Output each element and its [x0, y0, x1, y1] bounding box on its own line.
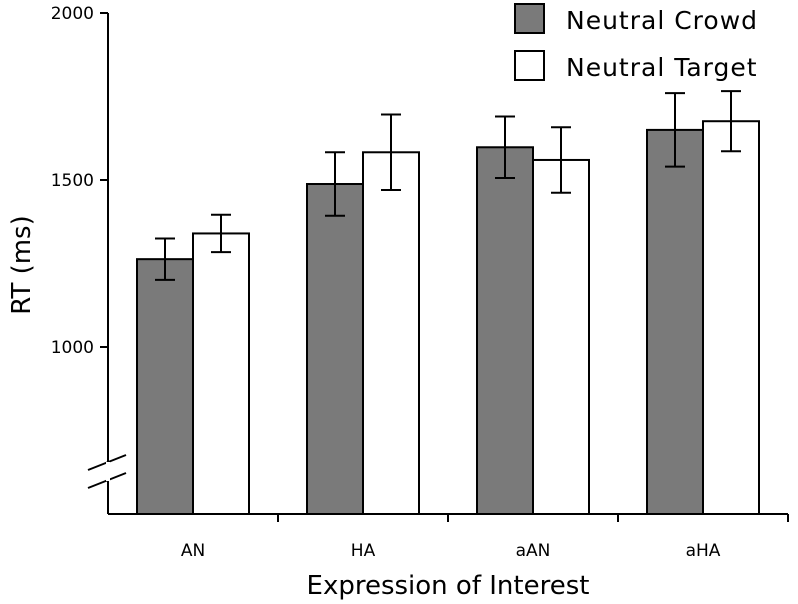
error-bar-aAN-series-0 [495, 115, 515, 179]
y-ticks: 1000 1500 2000 [51, 4, 108, 358]
legend-swatch-neutral-target [514, 50, 545, 81]
error-bar-aAN-series-1 [551, 126, 571, 194]
axis-break-mark [87, 454, 127, 489]
bar-aAN-series-1 [532, 158, 590, 516]
bar-AN-series-1 [192, 232, 250, 515]
error-bar-AN-series-1 [211, 213, 231, 254]
y-axis-title: RT (ms) [7, 215, 37, 314]
x-tick-label-aHA: aHA [686, 541, 721, 561]
bar-aHA-series-0 [646, 128, 704, 515]
bar-AN-series-0 [136, 258, 194, 515]
legend-label-neutral-crowd: Neutral Crowd [566, 6, 758, 35]
y-tick-label-2000: 2000 [51, 4, 94, 24]
x-ticks: AN HA aAN aHA [181, 514, 789, 561]
error-bars [155, 90, 741, 281]
x-tick-label-aAN: aAN [516, 541, 551, 561]
legend-label-neutral-target: Neutral Target [566, 53, 758, 82]
y-tick-label-1000: 1000 [51, 338, 94, 358]
error-bar-HA-series-0 [325, 151, 345, 217]
legend: Neutral Crowd Neutral Target [514, 3, 758, 82]
x-tick-label-HA: HA [351, 541, 376, 561]
y-tick-label-1500: 1500 [51, 171, 94, 191]
bar-aHA-series-1 [702, 120, 760, 515]
error-bar-aHA-series-0 [665, 92, 685, 168]
bar-HA-series-0 [306, 183, 364, 515]
x-tick-label-AN: AN [181, 541, 205, 561]
bar-HA-series-1 [362, 151, 420, 515]
bars [136, 120, 760, 516]
error-bar-aHA-series-1 [721, 90, 741, 153]
error-bar-AN-series-0 [155, 237, 175, 281]
bar-aAN-series-0 [476, 146, 534, 515]
error-bar-HA-series-1 [381, 113, 401, 192]
legend-swatch-neutral-crowd [514, 3, 545, 34]
x-axis-title: Expression of Interest [307, 571, 590, 601]
